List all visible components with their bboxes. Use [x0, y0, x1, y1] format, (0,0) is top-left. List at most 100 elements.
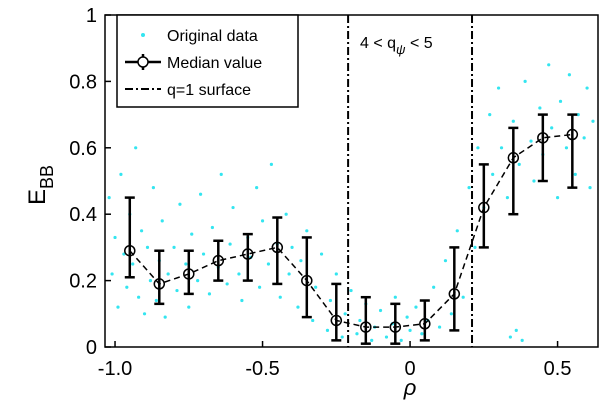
data-point [137, 295, 141, 299]
data-point [178, 202, 182, 206]
data-point [443, 259, 448, 263]
data-point [523, 79, 527, 83]
data-point [319, 252, 324, 256]
data-point [207, 292, 212, 296]
data-point [113, 235, 117, 240]
data-point [290, 245, 294, 249]
data-point [558, 99, 563, 103]
data-point [496, 86, 501, 90]
median-marker [507, 152, 520, 164]
data-point [255, 186, 259, 190]
data-point [240, 298, 244, 303]
x-tick-label: 0 [405, 358, 416, 380]
data-point [139, 229, 144, 233]
data-point [175, 288, 179, 293]
data-point [299, 259, 303, 263]
x-axis-label: ρ [403, 375, 417, 400]
median-marker [301, 274, 313, 287]
data-point [296, 305, 300, 309]
data-point [343, 312, 347, 316]
data-point [154, 298, 158, 303]
data-point [573, 172, 577, 176]
data-point [455, 229, 459, 233]
data-point [488, 113, 492, 117]
data-point [163, 315, 167, 319]
data-point [505, 196, 510, 200]
data-point [520, 338, 524, 342]
data-point [142, 312, 147, 316]
data-point [582, 136, 586, 140]
data-point [196, 279, 200, 283]
data-point [287, 272, 291, 276]
data-point [257, 285, 262, 289]
data-point [225, 282, 229, 286]
data-point [260, 219, 265, 223]
x-tick-label: 0.5 [544, 358, 572, 380]
data-point [588, 186, 592, 190]
data-point [576, 113, 580, 117]
data-point [384, 335, 389, 339]
data-point [591, 119, 595, 123]
median-marker [183, 268, 195, 280]
y-tick-label: 0.6 [69, 138, 97, 160]
data-point [473, 245, 477, 249]
data-point [358, 318, 362, 323]
y-tick-label: 0 [86, 337, 97, 359]
data-point [449, 312, 453, 316]
data-point [145, 245, 150, 249]
y-axis-label: EBB [24, 165, 57, 205]
data-point [278, 295, 282, 299]
data-point [408, 328, 412, 332]
data-point [420, 332, 424, 336]
data-point [237, 272, 241, 276]
data-point [184, 262, 188, 266]
data-point [190, 232, 194, 236]
data-point [314, 285, 318, 289]
median-marker [389, 321, 402, 333]
median-marker [478, 201, 490, 214]
median-marker [537, 132, 549, 144]
legend-label: Median value [167, 55, 262, 72]
data-point [405, 315, 409, 319]
data-point [461, 295, 465, 299]
legend-swatch-scatter [141, 33, 145, 37]
data-point [134, 146, 138, 150]
data-point [228, 242, 232, 246]
data-point [399, 338, 403, 342]
y-tick-label: 0.4 [69, 204, 97, 226]
data-point [432, 285, 436, 289]
data-point [508, 335, 512, 339]
median-marker [419, 318, 431, 330]
data-point [231, 205, 235, 210]
median-marker [271, 241, 284, 254]
data-point [514, 328, 518, 332]
median-marker [360, 321, 372, 333]
x-tick-label: -1.0 [98, 358, 132, 380]
plot-frame [104, 14, 599, 348]
data-point [334, 272, 338, 276]
data-point [499, 146, 504, 150]
data-point [414, 305, 418, 309]
data-point [340, 335, 344, 339]
data-point [187, 305, 191, 309]
median-line [129, 133, 573, 328]
data-point [467, 186, 471, 190]
y-label-sub: BB [37, 165, 57, 189]
legend-label: Original data [167, 28, 258, 45]
median-marker [566, 128, 579, 141]
data-point [107, 196, 111, 200]
data-point [119, 172, 123, 176]
data-point [219, 172, 223, 176]
data-point [491, 172, 495, 176]
median-marker [153, 278, 166, 290]
median-marker [448, 288, 461, 300]
data-point [349, 288, 353, 293]
data-point [529, 139, 533, 143]
data-point [476, 146, 480, 150]
data-point [355, 332, 359, 336]
data-point [437, 325, 442, 329]
data-point [311, 318, 315, 323]
data-point [511, 119, 515, 123]
data-point [284, 212, 288, 216]
